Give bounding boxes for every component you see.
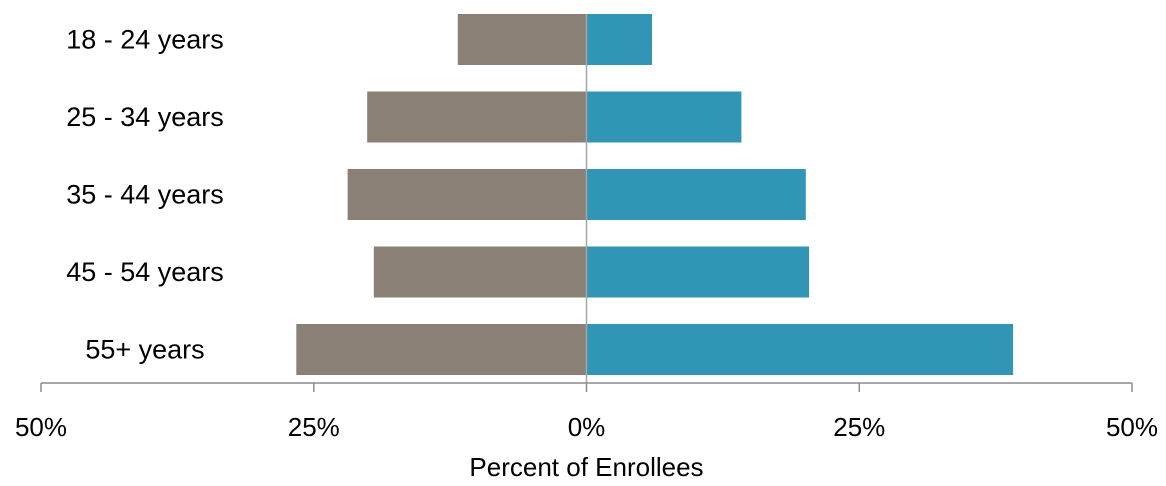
category-labels: 18 - 24 years 25 - 34 years 35 - 44 years 4…	[66, 25, 224, 365]
x-axis: 50% 25% 0% 25% 50%	[15, 382, 1158, 442]
category-label: 25 - 34 years	[66, 102, 224, 132]
bar-left-0	[457, 14, 587, 65]
category-label: 45 - 54 years	[66, 257, 224, 287]
bar-right-4	[586, 324, 1014, 375]
x-tick-label: 25%	[288, 412, 340, 442]
bars-layer	[296, 14, 1014, 383]
bar-left-1	[367, 91, 587, 143]
bar-right-2	[586, 169, 806, 220]
bar-left-4	[296, 324, 587, 375]
bar-left-2	[347, 169, 587, 220]
x-tick-label: 0%	[568, 412, 606, 442]
bar-left-3	[373, 246, 587, 298]
category-label: 35 - 44 years	[66, 180, 224, 210]
x-tick-label: 50%	[1106, 412, 1158, 442]
x-axis-title: Percent of Enrollees	[469, 452, 703, 481]
category-label: 55+ years	[85, 335, 204, 365]
bar-right-0	[586, 14, 652, 65]
bar-right-1	[586, 91, 742, 143]
category-label: 18 - 24 years	[66, 25, 224, 55]
bar-right-3	[586, 246, 810, 298]
x-tick-label: 25%	[833, 412, 885, 442]
x-tick-label: 50%	[15, 412, 67, 442]
